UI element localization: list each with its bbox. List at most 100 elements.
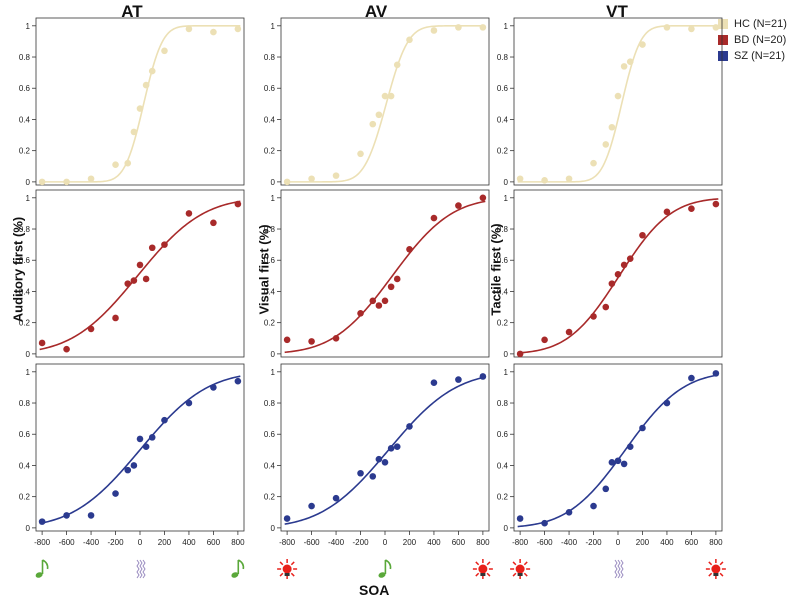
panel-bd-vt: 0 0.2 0.4 0.6 0.8 1 [497,189,723,359]
data-point-hc-av-0 [283,178,291,186]
y-tick-label-sz-av-4: 0.8 [264,399,276,408]
stimulus-vt-middle-vibration-icon [614,559,624,579]
data-point-sz-vt-4 [602,485,610,493]
data-point-sz-av-12 [479,373,487,380]
x-tick-label-sz-av-6: 400 [427,538,441,547]
data-point-hc-av-3 [357,150,364,158]
data-point-hc-av-8 [393,61,401,69]
data-point-sz-at-9 [161,416,168,424]
x-tick-label-sz-vt-8: 800 [709,538,723,547]
data-point-bd-av-4 [369,297,377,305]
data-point-sz-at-3 [112,490,119,497]
data-point-hc-vt-0 [516,175,524,183]
data-point-bd-av-11 [455,202,462,209]
data-point-hc-av-7 [387,92,395,100]
data-point-sz-av-2 [332,494,340,502]
data-point-bd-vt-5 [608,280,616,287]
panel-frame-hc-at [35,17,245,186]
data-point-hc-av-11 [455,24,462,31]
x-tick-label-sz-vt-6: 400 [660,538,674,547]
data-point-sz-av-8 [393,443,401,451]
fit-curve-sz-av [284,376,486,525]
x-tick-label-sz-av-2: -400 [328,538,345,547]
y-tick-label-hc-at-5: 1 [26,22,31,31]
data-point-hc-vt-1 [541,177,548,184]
x-tick-label-sz-at-1: -600 [59,538,76,547]
panel-sz-at: 0 0.2 0.4 0.6 0.8 1 -800 -600 -400 -200 0 200 400 600… [19,363,245,547]
data-point-hc-at-4 [124,159,132,167]
data-point-hc-vt-10 [663,24,671,31]
data-point-bd-vt-4 [602,303,610,311]
data-point-bd-at-7 [142,275,150,283]
data-point-hc-vt-11 [688,25,695,33]
data-point-bd-av-3 [357,309,364,317]
data-point-bd-vt-10 [663,208,671,216]
data-point-sz-vt-10 [663,399,671,407]
data-point-hc-vt-3 [590,159,597,167]
stimulus-at-middle-vibration-icon [136,559,146,579]
data-point-hc-at-0 [38,178,46,186]
data-point-sz-av-11 [455,376,462,383]
data-point-bd-vt-0 [516,350,524,358]
data-point-hc-vt-6 [614,92,622,100]
y-tick-label-hc-av-2: 0.4 [264,115,276,124]
data-point-hc-at-7 [142,81,150,89]
y-tick-label-hc-vt-0: 0 [504,178,509,187]
x-tick-label-sz-vt-7: 600 [685,538,699,547]
data-point-bd-av-8 [393,275,401,283]
y-tick-label-sz-vt-1: 0.2 [497,493,509,502]
legend: HC (N=21) BD (N=20) SZ (N=21) [718,16,787,64]
legend-item-hc: HC (N=21) [718,16,787,32]
data-point-sz-av-10 [430,379,438,387]
y-tick-label-bd-av-2: 0.4 [264,287,276,296]
y-tick-label-bd-av-1: 0.2 [264,319,276,328]
y-tick-label-bd-av-4: 0.8 [264,225,276,234]
stimulus-vt-right-light-icon [705,559,726,579]
data-point-bd-vt-1 [541,336,548,344]
fit-curve-bd-av [284,200,486,354]
panel-hc-at: 0 0.2 0.4 0.6 0.8 1 [19,17,245,187]
data-point-hc-at-11 [210,28,217,36]
data-point-bd-at-2 [87,325,95,333]
data-point-hc-vt-2 [565,175,573,183]
data-point-sz-at-1 [63,512,70,519]
xlabel-soa: SOA [359,582,390,598]
data-point-sz-vt-3 [590,502,597,510]
y-tick-label-bd-at-3: 0.6 [19,256,31,265]
data-point-sz-at-7 [142,443,150,451]
y-tick-label-bd-at-2: 0.4 [19,287,31,296]
data-point-hc-av-12 [479,24,487,31]
data-point-hc-at-2 [87,175,95,183]
x-tick-label-sz-av-8: 800 [476,538,490,547]
data-point-hc-vt-9 [639,41,646,48]
y-tick-label-hc-av-0: 0 [271,178,276,187]
x-tick-label-sz-av-3: -200 [353,538,370,547]
y-tick-label-hc-at-0: 0 [26,178,31,187]
fit-curve-hc-av [284,25,486,183]
column-title-at: AT [121,2,143,21]
y-tick-label-hc-av-1: 0.2 [264,147,276,156]
column-title-vt: VT [606,2,628,21]
data-point-bd-vt-2 [565,328,573,336]
fit-curve-sz-at [39,375,241,525]
panel-hc-av: 0 0.2 0.4 0.6 0.8 1 [264,17,490,187]
data-point-sz-at-8 [148,434,156,441]
x-tick-label-sz-at-6: 400 [182,538,196,547]
data-point-hc-av-9 [406,36,413,44]
data-point-bd-av-5 [375,302,383,309]
x-tick-label-sz-vt-4: 0 [616,538,621,547]
data-point-sz-vt-9 [639,424,646,432]
data-point-bd-vt-12 [712,200,720,208]
data-point-hc-at-5 [130,128,138,136]
data-point-bd-at-8 [148,244,156,252]
x-tick-label-sz-at-4: 0 [138,538,143,547]
panel-bd-at: 0 0.2 0.4 0.6 0.8 1 [19,189,245,359]
data-point-bd-vt-9 [639,231,646,239]
y-tick-label-sz-av-5: 1 [271,368,276,377]
y-tick-label-sz-vt-5: 1 [504,368,509,377]
data-point-bd-vt-6 [614,270,622,278]
data-point-hc-vt-4 [602,141,610,148]
data-point-sz-at-4 [124,466,132,474]
x-tick-label-sz-av-5: 200 [403,538,417,547]
